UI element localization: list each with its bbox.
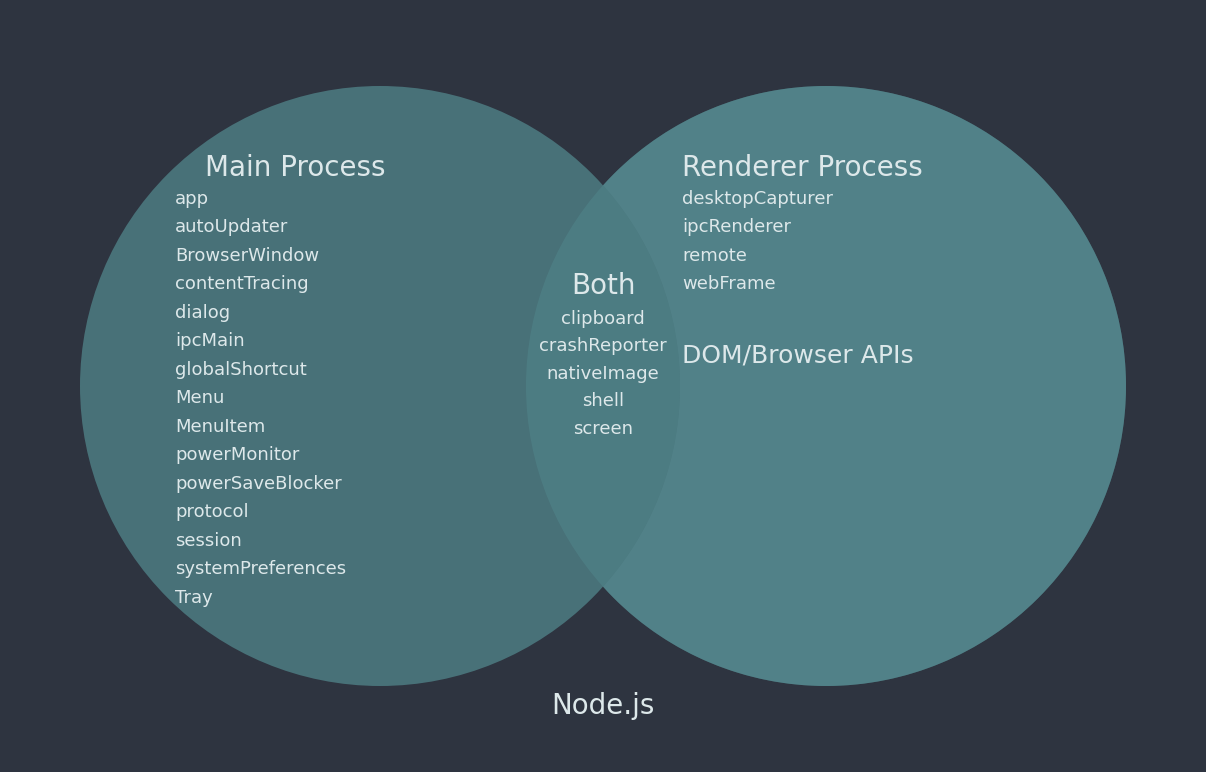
Text: MenuItem: MenuItem [175,418,265,436]
Text: Both: Both [570,272,636,300]
Text: powerMonitor: powerMonitor [175,446,299,465]
Text: Main Process: Main Process [205,154,386,182]
Text: DOM/Browser APIs: DOM/Browser APIs [683,344,914,368]
Polygon shape [603,86,1126,686]
Text: clipboard: clipboard [561,310,645,328]
Text: shell: shell [582,392,624,411]
Text: BrowserWindow: BrowserWindow [175,247,320,265]
Text: dialog: dialog [175,304,230,322]
Text: autoUpdater: autoUpdater [175,218,288,236]
Text: remote: remote [683,247,747,265]
Text: nativeImage: nativeImage [546,365,660,383]
Text: webFrame: webFrame [683,276,775,293]
Text: powerSaveBlocker: powerSaveBlocker [175,475,341,493]
Text: crashReporter: crashReporter [539,337,667,355]
Text: ipcRenderer: ipcRenderer [683,218,791,236]
Text: Node.js: Node.js [551,692,655,720]
Text: Menu: Menu [175,390,224,408]
Text: app: app [175,190,209,208]
Text: protocol: protocol [175,503,248,522]
Text: session: session [175,532,241,550]
Text: ipcMain: ipcMain [175,333,245,350]
Text: screen: screen [573,420,633,438]
Text: Renderer Process: Renderer Process [683,154,923,182]
Circle shape [80,86,680,686]
Circle shape [526,86,1126,686]
Text: systemPreferences: systemPreferences [175,560,346,578]
Text: globalShortcut: globalShortcut [175,361,306,379]
Text: desktopCapturer: desktopCapturer [683,190,833,208]
Text: contentTracing: contentTracing [175,276,309,293]
Text: Tray: Tray [175,589,212,607]
